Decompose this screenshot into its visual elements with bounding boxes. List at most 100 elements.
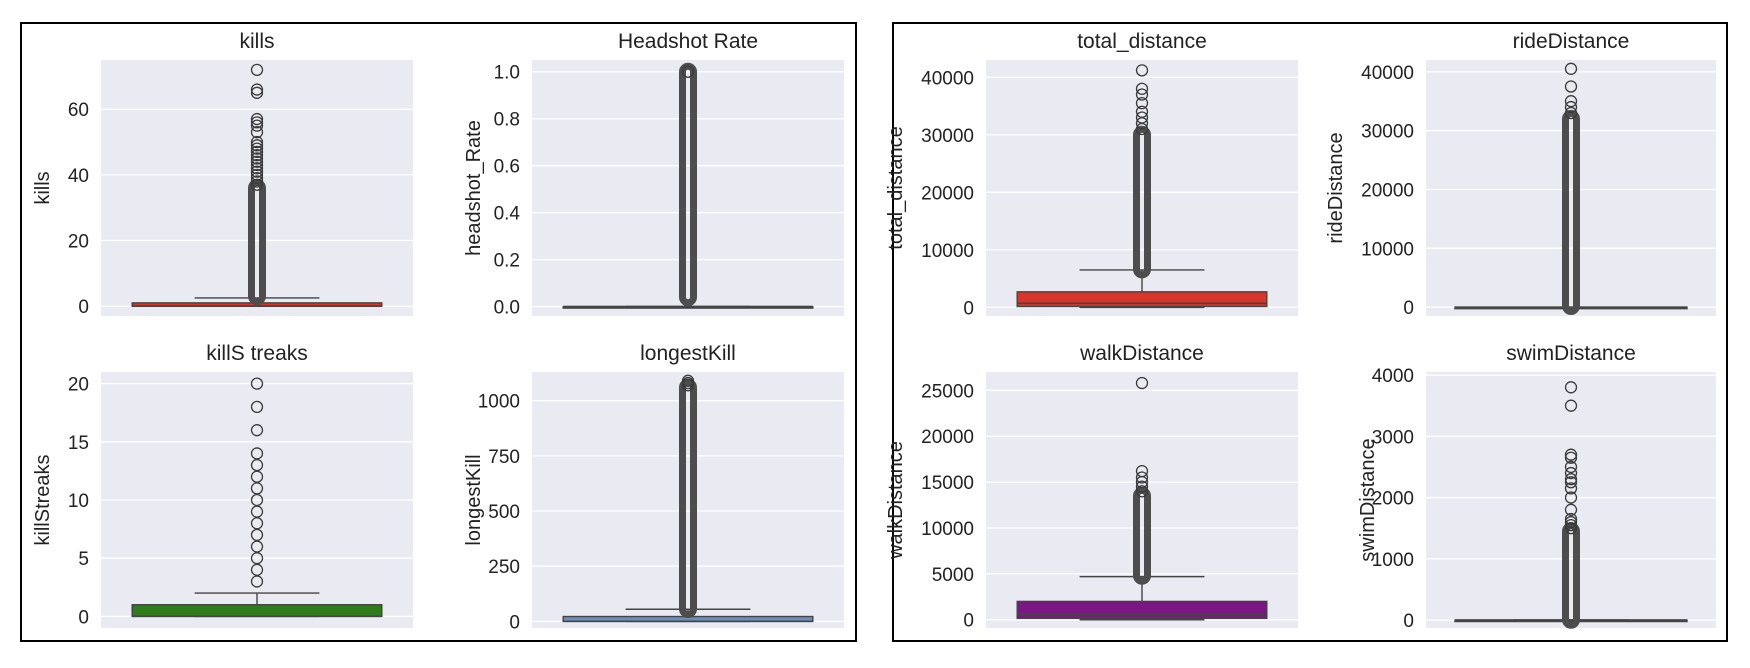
y-axis-label: killStreaks [32, 454, 54, 545]
outlier-point [250, 116, 264, 129]
outlier-point [1564, 451, 1578, 464]
y-tick-label: 30000 [921, 126, 974, 147]
y-tick-label: 5000 [932, 565, 974, 586]
y-axis-label: rideDistance [1325, 132, 1347, 243]
y-tick-label: 0.2 [494, 251, 520, 272]
subplot-title: swimDistance [1506, 342, 1636, 365]
y-tick-label: 10 [68, 491, 89, 512]
outlier-point [1564, 80, 1578, 93]
plot-area-headshot-rate [532, 60, 844, 316]
y-tick-label: 20000 [921, 427, 974, 448]
y-axis-label: kills [32, 171, 54, 204]
outlier-point [250, 135, 264, 149]
subplot-ridedistance: 0 10000 20000 30000 40000 rideDistance rideDis… [1325, 30, 1716, 319]
subplot-title: walkDistance [1079, 342, 1204, 365]
y-tick-label: 0 [78, 297, 89, 318]
outlier-point [250, 377, 264, 390]
outlier-point [1564, 515, 1578, 529]
outlier-point [250, 447, 264, 460]
outlier-point [1564, 491, 1578, 504]
outlier-band [248, 179, 266, 306]
subplot-total-distance: 010000200003000040000total_distancetotal… [885, 30, 1298, 319]
y-tick-label: 20000 [921, 183, 974, 204]
subplot-title: kills [240, 30, 275, 53]
y-tick-label: 0.4 [494, 204, 521, 225]
outlier-point [1564, 518, 1578, 532]
box-iqr [1016, 291, 1268, 308]
outlier-point [1135, 111, 1149, 124]
y-tick-label: 60 [68, 100, 89, 121]
outlier-point [250, 400, 264, 414]
outlier-point [1564, 95, 1578, 108]
outlier-point [1564, 512, 1578, 526]
y-tick-label: 500 [488, 502, 520, 523]
outlier-point [1135, 64, 1149, 77]
outlier-point [1564, 381, 1578, 394]
outlier-point [250, 112, 264, 126]
plot-area-swimdistance [1426, 372, 1716, 628]
y-tick-label: 2000 [1372, 489, 1414, 510]
outlier-point [1135, 105, 1149, 118]
outlier-point [250, 126, 264, 139]
outlier-point [1135, 471, 1149, 484]
y-tick-label: 1000 [1372, 550, 1414, 571]
y-tick-label: 5 [78, 549, 89, 570]
outlier-point [250, 162, 264, 175]
subplot-title: total_distance [1077, 30, 1207, 53]
y-axis-label: total_distance [885, 126, 907, 249]
y-tick-label: 10000 [1361, 239, 1414, 260]
outlier-point [1564, 106, 1578, 120]
outlier-point [250, 152, 264, 165]
y-tick-label: 0.0 [494, 298, 520, 319]
outlier-point [1564, 482, 1578, 495]
y-tick-label: 20000 [1361, 180, 1414, 201]
y-tick-label: 3000 [1372, 427, 1414, 448]
plot-area-ridedistance [1426, 60, 1716, 316]
y-tick-label: 10000 [921, 241, 974, 262]
y-axis-label: walkDistance [885, 441, 907, 560]
subplot-swimdistance: 0 1000 2000 3000 4000 swimDistance swimDistanc… [1357, 342, 1716, 632]
y-tick-label: 40000 [1361, 63, 1414, 84]
plot-area-longestkill [532, 372, 844, 628]
y-tick-label: 15000 [921, 473, 974, 494]
y-tick-label: 250 [488, 557, 520, 578]
outlier-point [1564, 448, 1578, 461]
outlier-point [1564, 100, 1578, 114]
subplot-kills-treaks: 0 5 10 15 20 killS treaks killStreaks [32, 342, 413, 628]
outlier-point [250, 172, 264, 185]
outlier-point [1135, 82, 1149, 95]
y-tick-label: 0 [78, 607, 89, 628]
outlier-point [250, 155, 264, 168]
y-tick-label: 0.8 [494, 110, 520, 131]
y-tick-label: 30000 [1361, 122, 1414, 143]
outlier-point [250, 142, 264, 155]
outlier-band [1562, 109, 1580, 315]
y-tick-label: 15 [68, 433, 89, 454]
subplot-kills: 0 20 40 60 kills kills [32, 30, 413, 318]
outlier-point [250, 149, 264, 162]
y-tick-label: 20 [68, 232, 89, 253]
y-axis-label: headshot_Rate [463, 120, 485, 256]
outlier-point [250, 86, 264, 99]
outlier-point [250, 165, 264, 178]
outlier-point [681, 65, 695, 78]
y-axis-label: longestKill [463, 454, 485, 545]
y-tick-label: 10000 [921, 519, 974, 540]
y-tick-label: 0 [963, 611, 974, 632]
outlier-point [1135, 88, 1149, 101]
y-tick-label: 0 [1403, 611, 1414, 632]
y-tick-label: 25000 [921, 381, 974, 402]
plot-area-kills [101, 60, 413, 316]
subplot-title: longestKill [640, 342, 736, 365]
outlier-point [1564, 522, 1578, 535]
y-tick-label: 0 [1403, 298, 1414, 319]
outlier-point [1135, 464, 1149, 478]
outlier-band [1133, 486, 1151, 585]
y-tick-label: 0 [963, 298, 974, 319]
outlier-point [681, 374, 695, 387]
box-iqr [131, 604, 383, 618]
outlier-point [1135, 376, 1149, 390]
outlier-point [1564, 62, 1578, 75]
outlier-point [250, 178, 264, 191]
outlier-point [250, 145, 264, 159]
